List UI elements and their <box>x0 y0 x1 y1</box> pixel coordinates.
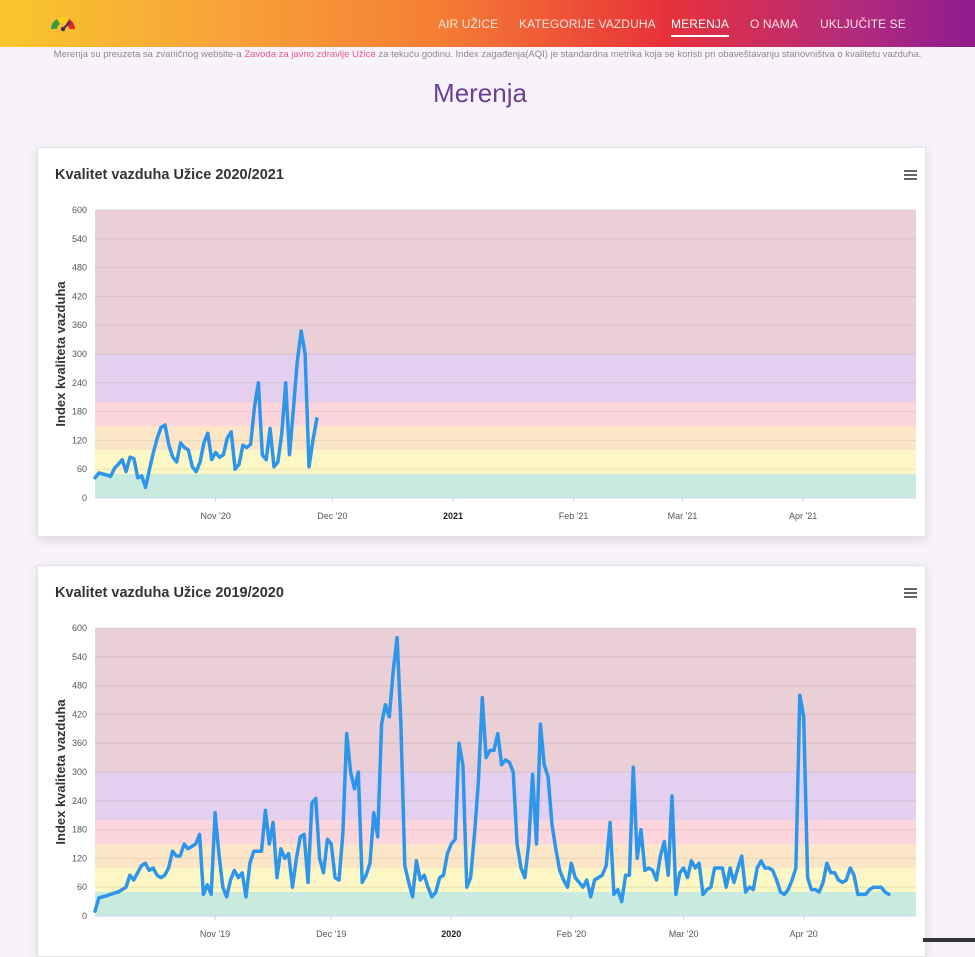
x-tick-label: Apr '20 <box>790 929 818 939</box>
x-tick-label: Feb '20 <box>556 929 586 939</box>
x-tick-label: Nov '19 <box>200 929 230 939</box>
x-tick-label: Dec '20 <box>317 511 347 521</box>
hamburger-menu-icon[interactable] <box>904 170 917 180</box>
y-tick-label: 480 <box>72 263 87 273</box>
aqi-band <box>95 402 916 426</box>
y-tick-label: 420 <box>72 709 87 719</box>
x-tick-label: 2021 <box>443 511 463 521</box>
top-navbar: AIR UŽICE KATEGORIJE VAZDUHA MERENJA O N… <box>0 0 975 47</box>
y-tick-label: 60 <box>77 882 87 892</box>
aqi-band <box>95 772 916 820</box>
y-tick-label: 360 <box>72 320 87 330</box>
aqi-band <box>95 844 916 868</box>
aqi-band <box>95 474 916 498</box>
aqi-chart-2019-2020: 0 60 120 180 240 300 360 420 480 540 600 Nov '19 Dec… <box>53 623 916 939</box>
intro-after-link: za tekuću godinu. Index zagađenja(AQI) j… <box>375 49 922 60</box>
nav-item-kategorije-vazduha[interactable]: KATEGORIJE VAZDUHA <box>519 17 656 31</box>
y-tick-label: 240 <box>72 378 87 388</box>
y-tick-label: 180 <box>72 407 87 417</box>
y-tick-label: 240 <box>72 796 87 806</box>
chart-title: Kvalitet vazduha Užice 2019/2020 <box>55 585 284 601</box>
y-tick-label: 0 <box>82 911 87 921</box>
y-axis-title: Index kvaliteta vazduha <box>53 699 68 845</box>
y-tick-label: 60 <box>77 464 87 474</box>
chart-card-2019-2020: 0 60 120 180 240 300 360 420 480 540 600 Nov '19 Dec… <box>37 565 926 957</box>
y-axis-title: Index kvaliteta vazduha <box>53 281 68 427</box>
chart-card-2020-2021: 0 60 120 180 240 300 360 420 480 540 600 Nov '20 Dec… <box>37 147 926 537</box>
x-tick-label: Feb '21 <box>559 511 589 521</box>
nav-item-merenja[interactable]: MERENJA <box>671 17 730 37</box>
x-tick-label: 2020 <box>441 929 461 939</box>
y-tick-label: 300 <box>72 767 87 777</box>
hamburger-menu-icon[interactable] <box>904 588 917 598</box>
aqi-band <box>95 892 916 916</box>
y-tick-label: 600 <box>72 205 87 215</box>
y-tick-label: 600 <box>72 623 87 633</box>
intro-text: Merenja su preuzeta sa zvaničnog website… <box>40 45 935 65</box>
y-tick-label: 540 <box>72 234 87 244</box>
x-tick-label: Apr '21 <box>789 511 817 521</box>
aqi-series-line <box>93 329 319 490</box>
zavod-link[interactable]: Zavoda za javno zdravlje Užice <box>244 49 376 60</box>
intro-before-link: Merenja su preuzeta sa zvaničnog website… <box>53 49 245 60</box>
scroll-indicator <box>923 938 975 942</box>
y-tick-label: 180 <box>72 825 87 835</box>
y-tick-label: 420 <box>72 291 87 301</box>
aqi-band <box>95 354 916 402</box>
y-tick-label: 300 <box>72 349 87 359</box>
y-tick-label: 120 <box>72 853 87 863</box>
nav-item-o-nama[interactable]: O NAMA <box>750 17 798 31</box>
aqi-band <box>95 210 916 354</box>
gauge-logo-icon[interactable] <box>48 16 78 32</box>
chart-title: Kvalitet vazduha Užice 2020/2021 <box>55 167 284 183</box>
aqi-band <box>95 628 916 772</box>
aqi-band <box>95 426 916 450</box>
page-title: Merenja <box>433 78 527 108</box>
x-tick-label: Nov '20 <box>201 511 231 521</box>
aqi-chart-2020-2021: 0 60 120 180 240 300 360 420 480 540 600 Nov '20 Dec… <box>53 205 916 521</box>
x-tick-label: Mar '21 <box>668 511 698 521</box>
aqi-series-line <box>93 635 891 913</box>
y-tick-label: 120 <box>72 435 87 445</box>
y-tick-label: 480 <box>72 681 87 691</box>
x-tick-label: Mar '20 <box>669 929 699 939</box>
x-tick-label: Dec '19 <box>316 929 346 939</box>
y-tick-label: 360 <box>72 738 87 748</box>
y-tick-label: 540 <box>72 652 87 662</box>
aqi-band <box>95 820 916 844</box>
nav-item-ukljucite-se[interactable]: UKLJUČITE SE <box>820 17 906 31</box>
y-tick-label: 0 <box>82 493 87 503</box>
nav-item-air-uzice[interactable]: AIR UŽICE <box>438 17 499 31</box>
